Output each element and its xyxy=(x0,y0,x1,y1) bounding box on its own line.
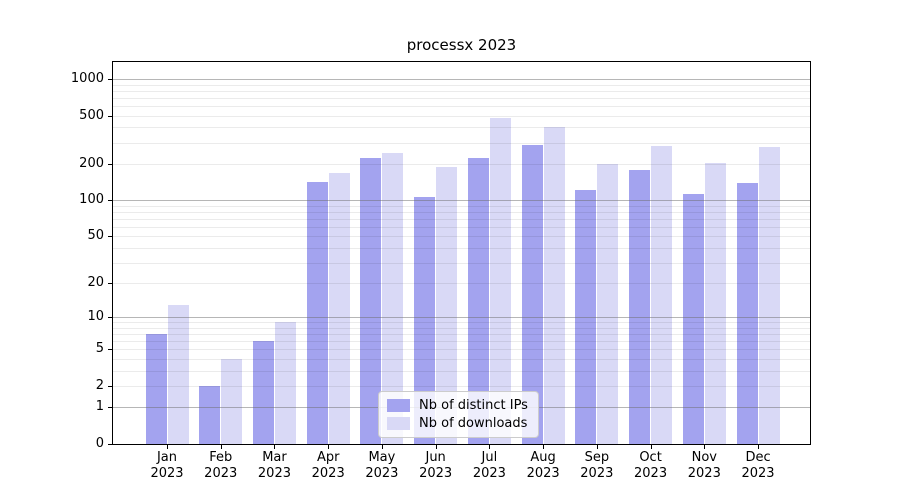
bar-ips-may xyxy=(360,158,382,444)
bar-downloads-mar xyxy=(274,322,296,444)
gridline-minor xyxy=(113,90,810,92)
gridline-minor xyxy=(113,84,810,86)
x-tick-mark xyxy=(704,445,706,449)
x-tick-mark xyxy=(758,445,760,449)
bar-downloads-dec xyxy=(758,147,780,444)
y-tick-label: 5 xyxy=(95,341,104,357)
x-tick-label-feb: Feb 2023 xyxy=(204,450,238,481)
bar-ips-mar xyxy=(252,341,274,444)
bar-downloads-oct xyxy=(651,146,673,444)
x-tick-label-mar: Mar 2023 xyxy=(257,450,291,481)
bar-downloads-sep xyxy=(597,163,619,444)
x-tick-mark xyxy=(220,445,222,449)
y-tick-label: 50 xyxy=(87,228,104,244)
y-tick-mark xyxy=(108,349,113,351)
x-tick-label-may: May 2023 xyxy=(365,450,399,481)
bar-ips-dec xyxy=(736,182,758,444)
y-tick-mark xyxy=(108,236,113,238)
x-tick-mark xyxy=(650,445,652,449)
y-tick-mark xyxy=(108,385,113,387)
bar-downloads-jan xyxy=(167,304,189,444)
bar-ips-jan xyxy=(145,334,167,444)
x-tick-label-sep: Sep 2023 xyxy=(580,450,614,481)
gridline-minor xyxy=(113,97,810,99)
x-tick-mark xyxy=(274,445,276,449)
x-tick-label-oct: Oct 2023 xyxy=(634,450,668,481)
x-tick-label-jul: Jul 2023 xyxy=(472,450,506,481)
y-tick-mark xyxy=(108,115,113,117)
y-tick-label: 500 xyxy=(79,107,104,123)
bar-downloads-may xyxy=(382,153,404,444)
x-tick-label-nov: Nov 2023 xyxy=(687,450,721,481)
y-tick-label: 2 xyxy=(95,377,104,393)
gridline-minor xyxy=(113,115,810,117)
x-tick-label-apr: Apr 2023 xyxy=(311,450,345,481)
bar-downloads-nov xyxy=(704,162,726,444)
bar-downloads-jul xyxy=(489,118,511,444)
legend-label-downloads: Nb of downloads xyxy=(419,416,528,431)
x-tick-mark xyxy=(328,445,330,449)
y-tick-label: 20 xyxy=(87,275,104,291)
bar-downloads-feb xyxy=(221,359,243,444)
gridline-minor xyxy=(113,127,810,129)
bar-downloads-apr xyxy=(328,173,350,444)
bar-ips-sep xyxy=(575,189,597,444)
x-tick-label-aug: Aug 2023 xyxy=(526,450,560,481)
y-tick-mark xyxy=(108,444,113,445)
y-tick-label: 200 xyxy=(79,155,104,171)
bar-ips-nov xyxy=(682,193,704,444)
bar-ips-aug xyxy=(521,144,543,444)
y-tick-label: 0 xyxy=(95,436,104,451)
bar-downloads-aug xyxy=(543,126,565,444)
bar-ips-jul xyxy=(467,158,489,444)
gridline-minor xyxy=(113,106,810,108)
x-tick-mark xyxy=(435,445,437,449)
y-tick-mark xyxy=(108,283,113,285)
chart-title: processx 2023 xyxy=(406,36,517,54)
legend-item-distinct-ips: Nb of distinct IPs xyxy=(387,398,528,413)
legend-label-distinct-ips: Nb of distinct IPs xyxy=(419,398,528,413)
x-tick-mark xyxy=(381,445,383,449)
legend-item-downloads: Nb of downloads xyxy=(387,416,528,431)
x-tick-mark xyxy=(543,445,545,449)
x-tick-mark xyxy=(167,445,168,449)
x-tick-mark xyxy=(489,445,491,449)
y-tick-mark xyxy=(108,407,113,409)
y-tick-mark xyxy=(108,200,113,202)
x-tick-mark xyxy=(596,445,598,449)
bar-ips-oct xyxy=(629,170,651,444)
bar-downloads-jun xyxy=(436,167,458,444)
x-tick-label-jun: Jun 2023 xyxy=(419,450,453,481)
bar-ips-jun xyxy=(414,197,436,444)
bar-ips-apr xyxy=(306,181,328,444)
legend-swatch-downloads xyxy=(387,417,410,430)
y-tick-label: 1 xyxy=(95,399,104,415)
legend-swatch-distinct-ips xyxy=(387,399,410,412)
y-tick-label: 10 xyxy=(87,309,104,325)
y-tick-mark xyxy=(108,317,113,319)
gridline-minor xyxy=(113,142,810,144)
x-tick-label-dec: Dec 2023 xyxy=(741,450,775,481)
x-tick-label-jan: Jan 2023 xyxy=(150,450,184,481)
y-tick-label: 100 xyxy=(79,192,104,208)
legend: Nb of distinct IPs Nb of downloads xyxy=(378,391,539,438)
bar-ips-feb xyxy=(199,385,221,444)
gridline-major xyxy=(113,79,810,81)
plot-area xyxy=(113,62,810,444)
y-tick-mark xyxy=(108,79,113,81)
y-tick-mark xyxy=(108,163,113,165)
y-tick-label: 1000 xyxy=(70,71,104,87)
